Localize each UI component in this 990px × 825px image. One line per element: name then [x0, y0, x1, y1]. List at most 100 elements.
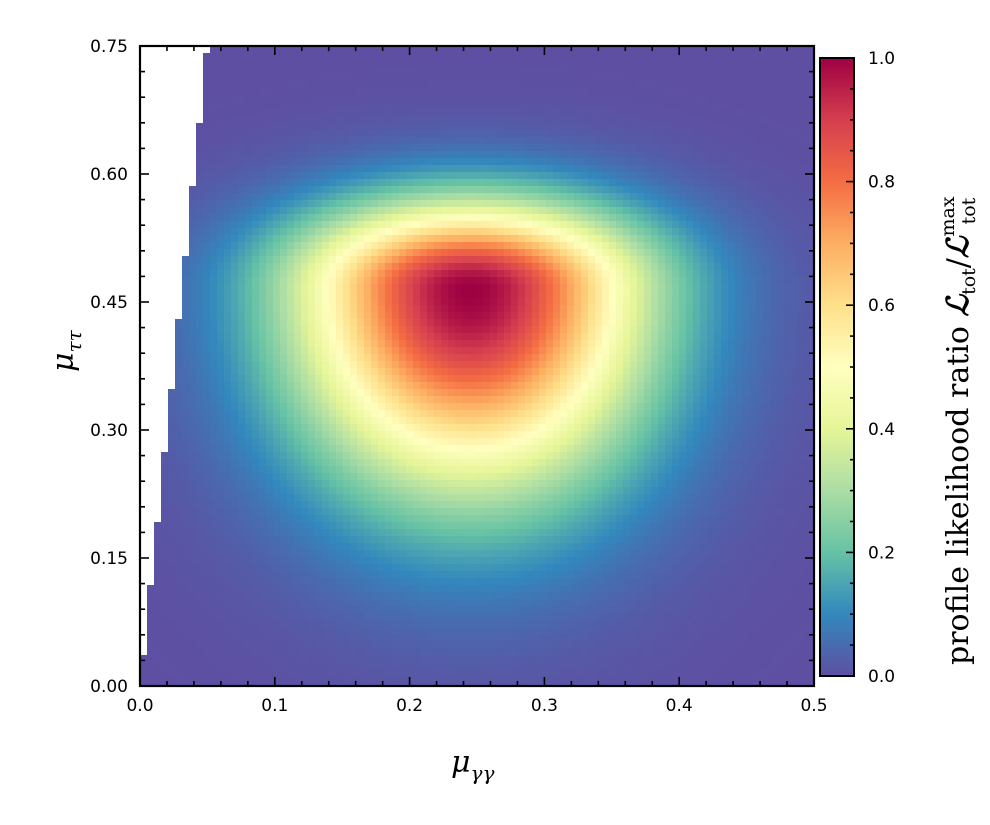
heatmap-cell: [196, 242, 204, 250]
heatmap-cell: [658, 186, 666, 194]
heatmap-cell: [714, 277, 722, 285]
heatmap-cell: [287, 305, 295, 313]
heatmap-cell: [518, 277, 526, 285]
heatmap-cell: [238, 214, 246, 222]
heatmap-cell: [777, 354, 785, 362]
heatmap-cell: [637, 312, 645, 320]
heatmap-cell: [602, 340, 610, 348]
heatmap-cell: [224, 130, 232, 138]
heatmap-cell: [567, 67, 575, 75]
heatmap-cell: [623, 179, 631, 187]
heatmap-cell: [742, 242, 750, 250]
heatmap-cell: [756, 53, 764, 61]
heatmap-cell: [595, 319, 603, 327]
heatmap-cell: [336, 81, 344, 89]
heatmap-cell: [301, 53, 309, 61]
heatmap-cell: [441, 144, 449, 152]
heatmap-cell: [742, 319, 750, 327]
heatmap-cell: [693, 186, 701, 194]
heatmap-cell: [210, 368, 218, 376]
heatmap-cell: [385, 340, 393, 348]
heatmap-cell: [196, 305, 204, 313]
heatmap-cell: [413, 403, 421, 411]
heatmap-cell: [469, 403, 477, 411]
heatmap-cell: [224, 74, 232, 82]
heatmap-cell: [602, 410, 610, 418]
heatmap-cell: [588, 151, 596, 159]
heatmap-cell: [224, 158, 232, 166]
heatmap-cell: [539, 158, 547, 166]
heatmap-cell: [742, 382, 750, 390]
heatmap-cell: [217, 431, 225, 439]
heatmap-cell: [371, 403, 379, 411]
heatmap-cell: [721, 382, 729, 390]
heatmap-cell: [406, 263, 414, 271]
heatmap-cell: [301, 305, 309, 313]
heatmap-cell: [672, 193, 680, 201]
heatmap-cell: [581, 158, 589, 166]
heatmap-cell: [777, 158, 785, 166]
heatmap-cell: [665, 249, 673, 257]
heatmap-cell: [679, 158, 687, 166]
heatmap-cell: [756, 284, 764, 292]
heatmap-cell: [483, 396, 491, 404]
heatmap-cell: [385, 319, 393, 327]
heatmap-cell: [665, 403, 673, 411]
heatmap-cell: [301, 368, 309, 376]
heatmap-cell: [616, 46, 624, 54]
heatmap-cell: [371, 326, 379, 334]
heatmap-cell: [413, 347, 421, 355]
heatmap-cell: [343, 389, 351, 397]
heatmap-cell: [490, 382, 498, 390]
heatmap-cell: [329, 60, 337, 68]
heatmap-cell: [623, 130, 631, 138]
heatmap-cell: [238, 368, 246, 376]
heatmap-cell: [224, 298, 232, 306]
heatmap-cell: [462, 46, 470, 54]
heatmap-cell: [399, 88, 407, 96]
heatmap-cell: [511, 123, 519, 131]
heatmap-cell: [434, 319, 442, 327]
heatmap-cell: [553, 368, 561, 376]
heatmap-cell: [777, 347, 785, 355]
heatmap-cell: [203, 431, 211, 439]
heatmap-cell: [665, 179, 673, 187]
heatmap-cell: [805, 403, 813, 411]
heatmap-cell: [217, 214, 225, 222]
heatmap-cell: [315, 291, 323, 299]
heatmap-cell: [392, 74, 400, 82]
heatmap-cell: [595, 284, 603, 292]
heatmap-cell: [658, 74, 666, 82]
heatmap-cell: [196, 389, 204, 397]
heatmap-cell: [259, 165, 267, 173]
heatmap-cell: [609, 256, 617, 264]
heatmap-cell: [252, 326, 260, 334]
heatmap-cell: [280, 361, 288, 369]
heatmap-cell: [189, 256, 197, 264]
heatmap-cell: [588, 242, 596, 250]
heatmap-cell: [553, 53, 561, 61]
heatmap-cell: [742, 298, 750, 306]
heatmap-cell: [651, 186, 659, 194]
heatmap-cell: [567, 298, 575, 306]
heatmap-cell: [784, 102, 792, 110]
heatmap-cell: [203, 221, 211, 229]
heatmap-cell: [490, 207, 498, 215]
heatmap-cell: [350, 319, 358, 327]
heatmap-cell: [210, 305, 218, 313]
heatmap-cell: [763, 382, 771, 390]
heatmap-cell: [483, 242, 491, 250]
heatmap-cell: [245, 228, 253, 236]
heatmap-cell: [385, 165, 393, 173]
heatmap-cell: [280, 424, 288, 432]
heatmap-cell: [224, 67, 232, 75]
heatmap-cell: [721, 60, 729, 68]
heatmap-cell: [448, 207, 456, 215]
heatmap-cell: [560, 410, 568, 418]
heatmap-cell: [385, 144, 393, 152]
heatmap-cell: [301, 431, 309, 439]
heatmap-cell: [686, 305, 694, 313]
heatmap-cell: [637, 263, 645, 271]
heatmap-cell: [483, 137, 491, 145]
heatmap-cell: [329, 221, 337, 229]
